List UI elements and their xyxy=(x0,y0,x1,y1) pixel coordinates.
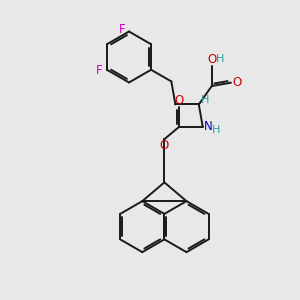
Text: O: O xyxy=(207,52,216,66)
Text: O: O xyxy=(232,76,242,89)
Text: H: H xyxy=(212,125,220,135)
Text: O: O xyxy=(160,139,169,152)
Text: F: F xyxy=(95,64,102,77)
Text: H: H xyxy=(216,54,224,64)
Text: F: F xyxy=(119,23,126,36)
Text: N: N xyxy=(204,120,213,133)
Text: H: H xyxy=(201,95,210,105)
Text: O: O xyxy=(174,94,183,107)
